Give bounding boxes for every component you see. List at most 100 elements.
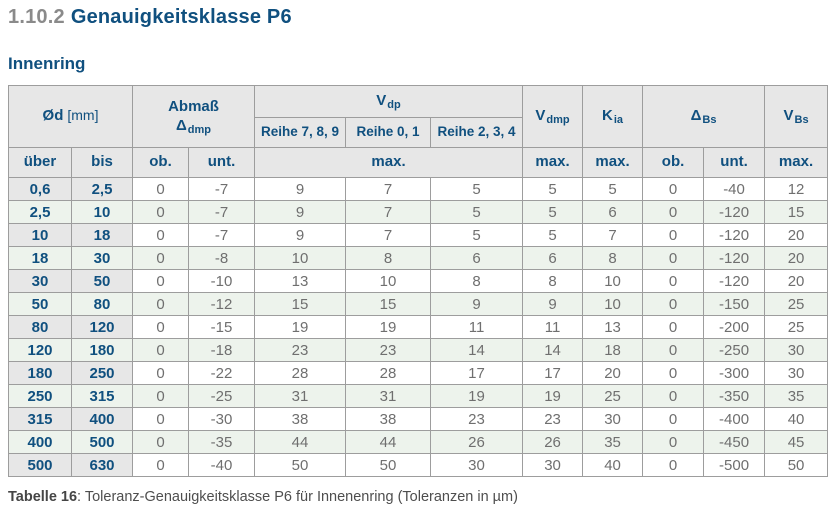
- table-row: 50 80 0 -12 15 15 9 9 10 0 -150 25: [8, 292, 829, 316]
- table-row: 250 315 0 -25 31 31 19 19 25 0 -350 35: [8, 384, 829, 408]
- diameter-range-cell: 80: [70, 292, 134, 316]
- tolerance-value-cell: -35: [188, 430, 256, 454]
- tolerance-value-cell: 0: [642, 361, 705, 385]
- diameter-range-cell: 50: [70, 269, 134, 293]
- tolerance-value-cell: 0: [132, 177, 190, 201]
- tolerance-value-cell: 17: [430, 361, 524, 385]
- tolerance-value-cell: -400: [703, 407, 766, 431]
- tolerance-value-cell: -25: [188, 384, 256, 408]
- subheader-max-vdp: max.: [254, 147, 524, 178]
- tolerance-value-cell: 19: [430, 384, 524, 408]
- tolerance-value-cell: 50: [345, 453, 432, 477]
- tolerance-value-cell: 5: [430, 223, 524, 247]
- table-row: 80 120 0 -15 19 19 11 11 13 0 -200 25: [8, 315, 829, 339]
- tolerance-value-cell: 14: [430, 338, 524, 362]
- table-row: 10 18 0 -7 9 7 5 5 7 0 -120 20: [8, 223, 829, 247]
- tolerance-value-cell: 11: [522, 315, 584, 339]
- diameter-range-cell: 2,5: [8, 200, 72, 224]
- header-row-reihe: Reihe 7, 8, 9 Reihe 0, 1 Reihe 2, 3, 4: [9, 117, 828, 148]
- tolerance-value-cell: -120: [703, 223, 766, 247]
- tolerance-value-cell: 9: [430, 292, 524, 316]
- tolerance-value-cell: 0: [642, 200, 705, 224]
- tolerance-value-cell: 30: [764, 338, 829, 362]
- tolerance-value-cell: 35: [582, 430, 644, 454]
- tolerance-value-cell: 11: [430, 315, 524, 339]
- tolerance-value-cell: -350: [703, 384, 766, 408]
- tolerance-value-cell: 6: [582, 200, 644, 224]
- section-number: 1.10.2: [8, 6, 65, 28]
- diameter-range-cell: 250: [70, 361, 134, 385]
- tolerance-value-cell: -450: [703, 430, 766, 454]
- tolerance-value-cell: 0: [132, 223, 190, 247]
- tolerance-value-cell: 40: [582, 453, 644, 477]
- diameter-range-cell: 180: [70, 338, 134, 362]
- table-row: 315 400 0 -30 38 38 23 23 30 0 -400 40: [8, 407, 829, 431]
- tolerance-value-cell: 26: [430, 430, 524, 454]
- page-subtitle: Innenring: [8, 54, 86, 73]
- tolerance-value-cell: -15: [188, 315, 256, 339]
- tolerance-value-cell: 50: [764, 453, 829, 477]
- diameter-range-cell: 30: [70, 246, 134, 270]
- tolerance-value-cell: -120: [703, 246, 766, 270]
- tolerance-value-cell: 0: [132, 338, 190, 362]
- tolerance-value-cell: -30: [188, 407, 256, 431]
- tolerance-value-cell: 30: [522, 453, 584, 477]
- tolerance-value-cell: 5: [522, 223, 584, 247]
- tolerance-value-cell: 0: [132, 292, 190, 316]
- tolerance-value-cell: 13: [254, 269, 347, 293]
- tolerance-value-cell: 0: [132, 384, 190, 408]
- tolerance-value-cell: 7: [345, 177, 432, 201]
- table-row: 2,5 10 0 -7 9 7 5 5 6 0 -120 15: [8, 200, 829, 224]
- tolerance-value-cell: 15: [764, 200, 829, 224]
- tolerance-value-cell: 19: [522, 384, 584, 408]
- tolerance-value-cell: 0: [132, 315, 190, 339]
- col-header-reihe-789: Reihe 7, 8, 9: [254, 117, 347, 148]
- tolerance-value-cell: -120: [703, 200, 766, 224]
- table-row: 180 250 0 -22 28 28 17 17 20 0 -300 30: [8, 361, 829, 385]
- table-caption-text: : Toleranz-Genauigkeitsklasse P6 für Inn…: [77, 489, 518, 505]
- tolerance-value-cell: 6: [522, 246, 584, 270]
- tolerance-value-cell: 40: [764, 407, 829, 431]
- col-header-kia: Kia: [582, 85, 644, 148]
- table-row: 500 630 0 -40 50 50 30 30 40 0 -500 50: [8, 453, 829, 477]
- tolerance-value-cell: 26: [522, 430, 584, 454]
- tolerance-value-cell: 0: [642, 453, 705, 477]
- diameter-range-cell: 120: [8, 338, 72, 362]
- diameter-range-cell: 0,6: [8, 177, 72, 201]
- subheader-max-vdmp: max.: [522, 147, 584, 178]
- tolerance-value-cell: 0: [132, 453, 190, 477]
- tolerance-value-cell: 30: [582, 407, 644, 431]
- tolerance-value-cell: 5: [430, 200, 524, 224]
- tolerance-value-cell: -300: [703, 361, 766, 385]
- tolerance-value-cell: 7: [582, 223, 644, 247]
- tolerance-value-cell: 28: [345, 361, 432, 385]
- tolerance-value-cell: 0: [642, 292, 705, 316]
- subheader-unt-dmp: unt.: [188, 147, 256, 178]
- tolerance-value-cell: 10: [582, 292, 644, 316]
- tolerance-value-cell: 23: [522, 407, 584, 431]
- tolerance-value-cell: 19: [254, 315, 347, 339]
- tolerance-value-cell: 5: [522, 200, 584, 224]
- tolerance-value-cell: 8: [582, 246, 644, 270]
- diameter-range-cell: 18: [70, 223, 134, 247]
- tolerance-value-cell: 23: [345, 338, 432, 362]
- tolerance-value-cell: -7: [188, 177, 256, 201]
- table-row: 120 180 0 -18 23 23 14 14 18 0 -250 30: [8, 338, 829, 362]
- tolerance-value-cell: 20: [764, 246, 829, 270]
- tolerance-value-cell: 10: [254, 246, 347, 270]
- tolerance-value-cell: -250: [703, 338, 766, 362]
- diameter-range-cell: 18: [8, 246, 72, 270]
- tolerance-value-cell: -40: [703, 177, 766, 201]
- tolerance-value-cell: -150: [703, 292, 766, 316]
- tolerance-value-cell: 50: [254, 453, 347, 477]
- tolerance-value-cell: 31: [345, 384, 432, 408]
- diameter-range-cell: 2,5: [70, 177, 134, 201]
- tolerance-value-cell: 0: [642, 407, 705, 431]
- col-header-vbs: VBs: [764, 85, 829, 148]
- diameter-range-cell: 250: [8, 384, 72, 408]
- table-caption-label: Tabelle 16: [8, 489, 78, 505]
- tolerance-value-cell: 7: [345, 223, 432, 247]
- tolerance-value-cell: 5: [582, 177, 644, 201]
- subheader-max-vbs: max.: [764, 147, 829, 178]
